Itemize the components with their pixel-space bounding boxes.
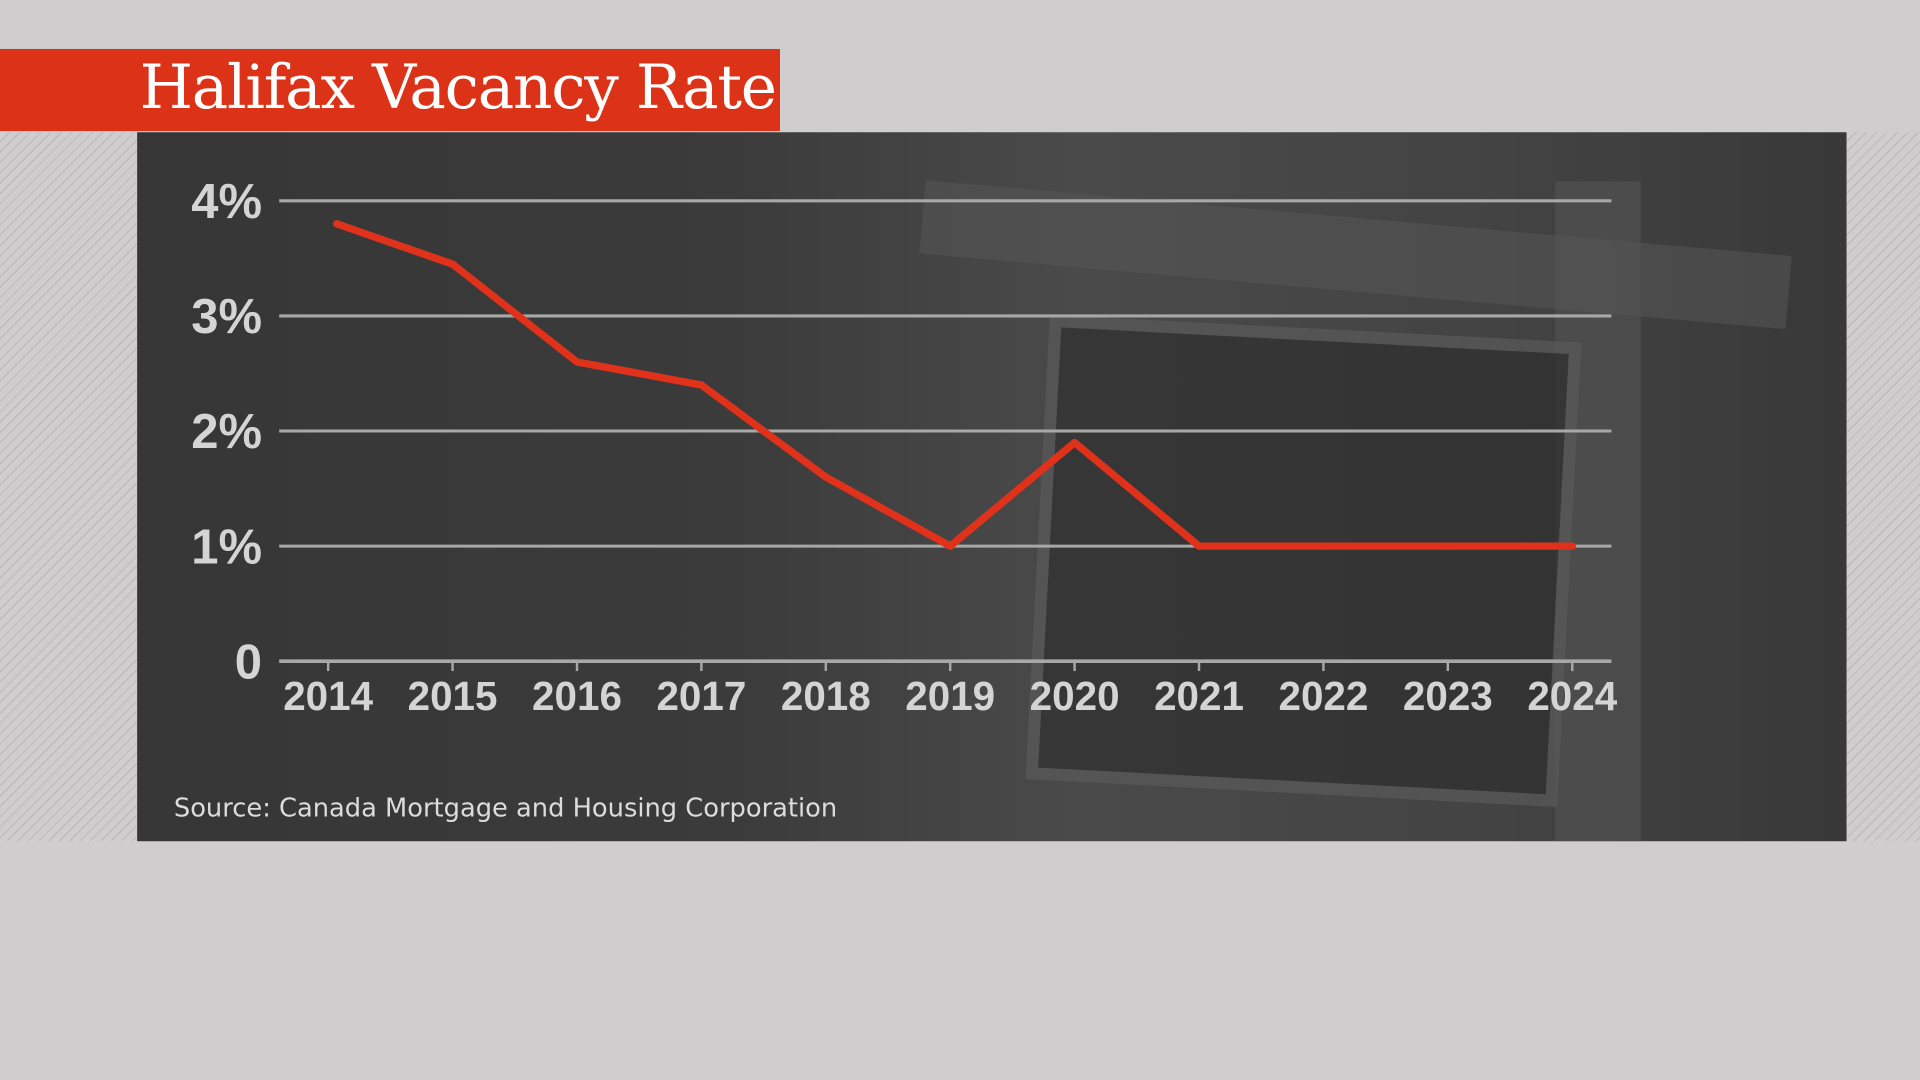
y-tick-label: 1%	[191, 520, 262, 574]
y-tick-label: 0	[235, 635, 262, 689]
data-point	[1444, 542, 1452, 550]
x-tick-label: 2020	[1030, 673, 1120, 719]
x-tick-label: 2018	[781, 673, 871, 719]
data-point	[697, 381, 706, 389]
x-tick-label: 2014	[283, 673, 373, 719]
x-tick-label: 2023	[1403, 673, 1493, 719]
data-point	[1070, 438, 1079, 447]
chart-title: Halifax Vacancy Rate	[139, 51, 777, 123]
data-point	[946, 542, 954, 550]
source-note: Source: Canada Mortgage and Housing Corp…	[173, 793, 838, 823]
data-point	[822, 473, 830, 481]
data-point	[1195, 542, 1203, 550]
chart-panel: 0 1% 2% 3% 4% 2014 2015 2016 2017 2018 2019 2020 202…	[137, 132, 1847, 842]
x-tick-label: 2019	[905, 673, 995, 719]
data-point	[333, 220, 341, 228]
y-tick-label: 2%	[191, 405, 262, 459]
x-tick-label: 2015	[408, 673, 498, 719]
y-tick-label: 3%	[191, 290, 262, 344]
y-tick-label: 4%	[191, 175, 262, 229]
line-chart: 0 1% 2% 3% 4% 2014 2015 2016 2017 2018 2019 2020 202…	[191, 175, 1617, 719]
x-tick-label: 2016	[532, 673, 622, 719]
hatch-left	[0, 132, 138, 842]
data-point	[573, 358, 581, 366]
x-tick-label: 2017	[656, 673, 746, 719]
data-point	[1568, 542, 1576, 550]
data-point	[1319, 542, 1328, 550]
x-tick-label: 2022	[1278, 673, 1368, 719]
vacancy-rate-line	[333, 220, 1576, 550]
x-tick-label: 2024	[1527, 673, 1617, 719]
title-banner	[0, 48, 781, 132]
hatch-right	[1846, 132, 1920, 842]
x-tick-label: 2021	[1154, 673, 1244, 719]
data-point	[448, 260, 457, 268]
